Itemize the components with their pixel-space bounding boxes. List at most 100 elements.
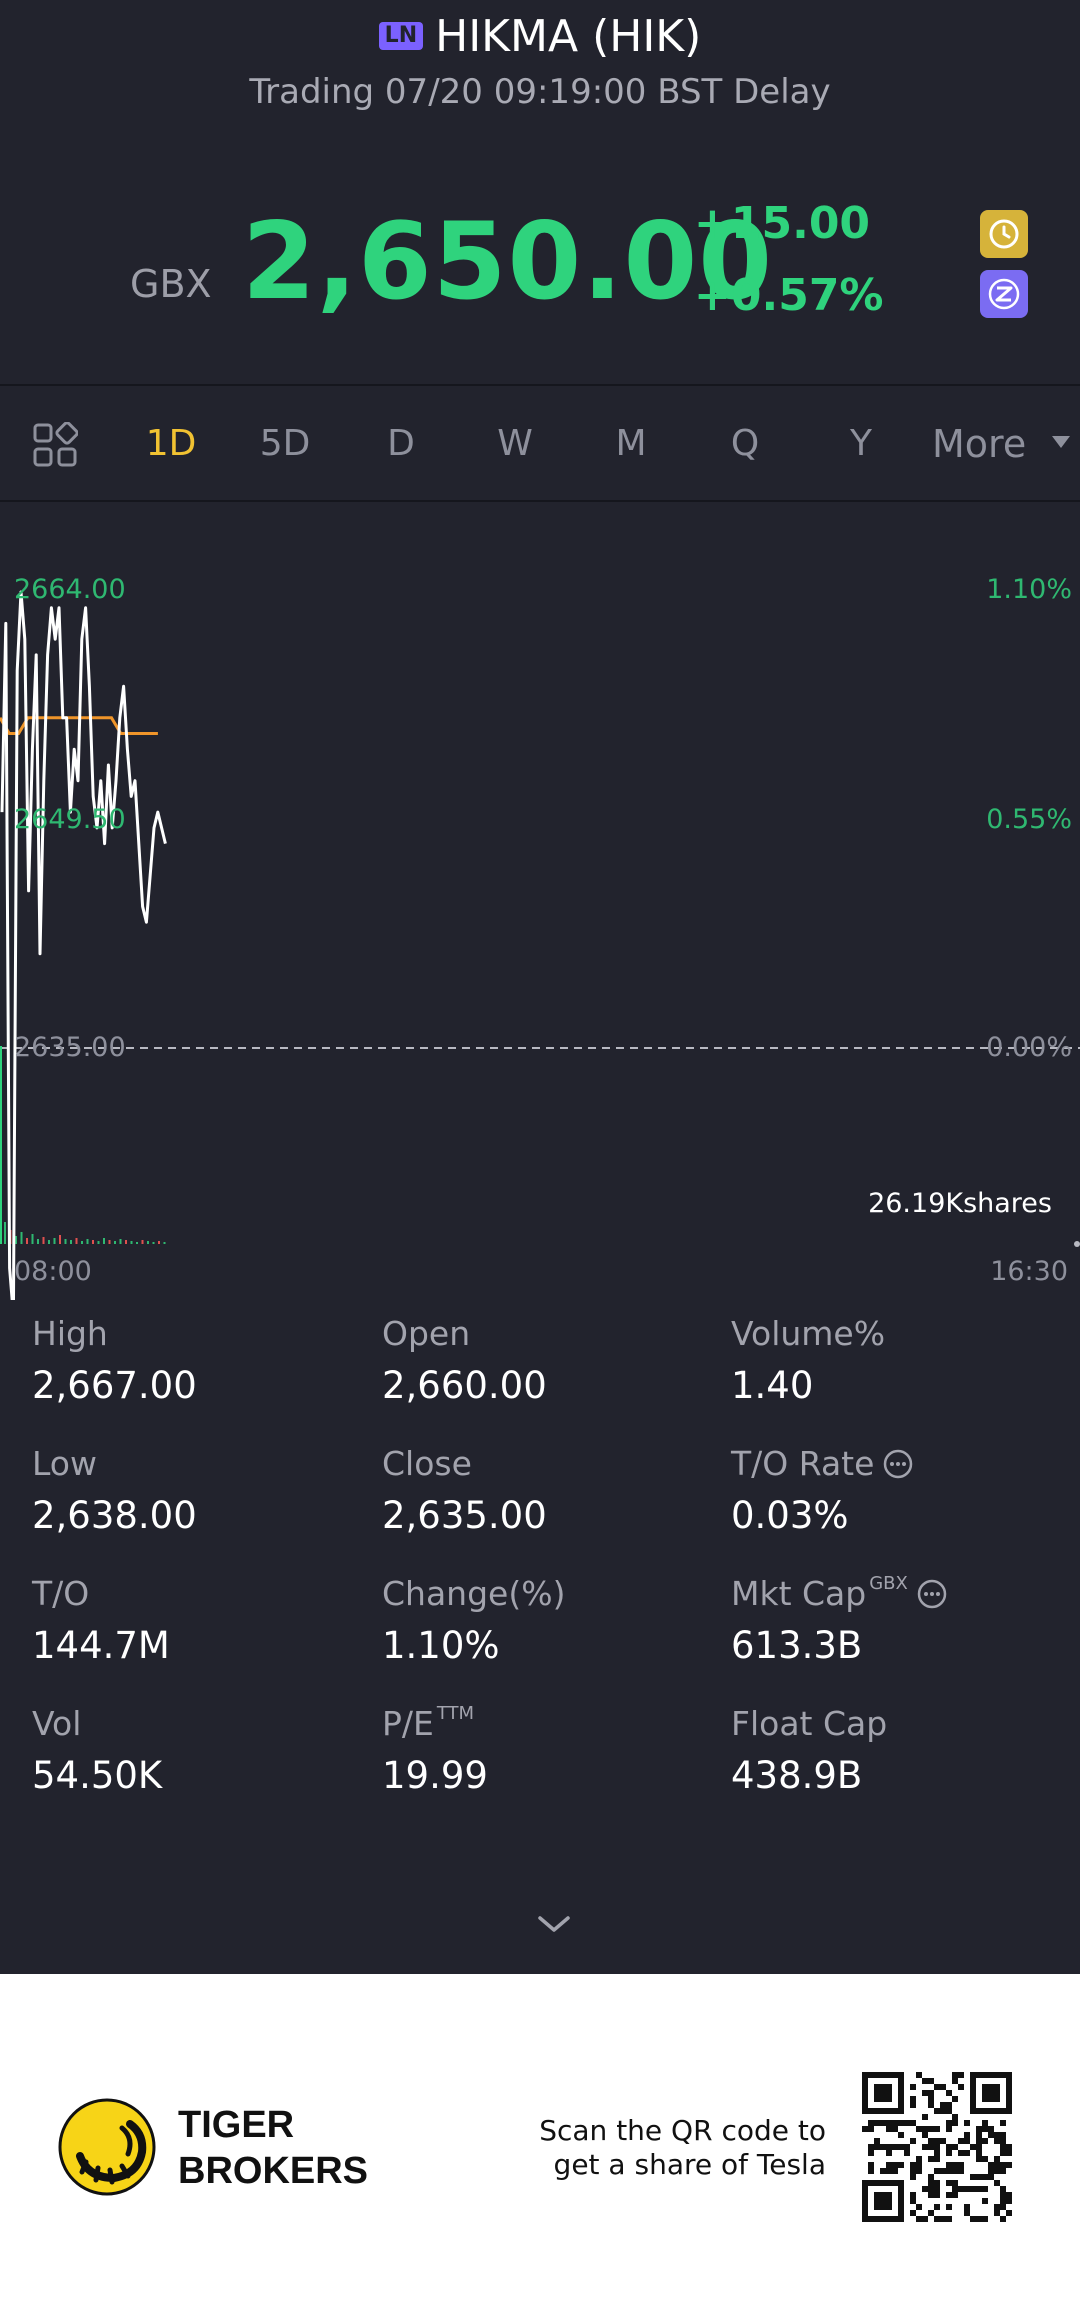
z-icon[interactable] (980, 270, 1028, 318)
volume-bar (70, 1240, 72, 1244)
qr-module (952, 2192, 958, 2198)
stat-label: Float Cap (731, 1704, 888, 1743)
tab-5d[interactable]: 5D (259, 423, 311, 464)
qr-module (928, 2078, 934, 2084)
qr-module (988, 2168, 994, 2174)
currency-label: GBX (130, 262, 212, 306)
share-footer: TIGER BROKERS Scan the QR code to get a … (0, 1974, 1080, 2320)
qr-module (976, 2126, 982, 2132)
qr-module (952, 2120, 958, 2126)
volume-bar (4, 1222, 6, 1244)
qr-code (862, 2072, 1012, 2222)
qr-module (952, 2162, 958, 2168)
qr-module (976, 2138, 982, 2144)
qr-module (868, 2144, 874, 2150)
qr-module (928, 2096, 934, 2102)
qr-module (910, 2192, 916, 2198)
qr-module (934, 2192, 940, 2198)
qr-module (946, 2108, 952, 2114)
qr-module (910, 2168, 916, 2174)
brand-name: TIGER BROKERS (178, 2102, 368, 2194)
qr-module (934, 2216, 940, 2222)
scan-text: Scan the QR code to get a share of Tesla (520, 2114, 826, 2182)
stock-title[interactable]: HIKMA (HIK) (435, 10, 702, 62)
qr-module (970, 2186, 976, 2192)
qr-module (964, 2186, 970, 2192)
qr-module (946, 2120, 952, 2126)
qr-module (1000, 2216, 1006, 2222)
market-badge: LN (378, 22, 424, 50)
qr-module (964, 2204, 970, 2210)
chevron-down-icon[interactable] (1052, 436, 1070, 448)
qr-module (868, 2168, 874, 2174)
qr-module (1000, 2186, 1006, 2192)
stat-pe: P/E TTM 19.99 (382, 1700, 722, 1804)
qr-module (1000, 2162, 1006, 2168)
qr-module (970, 2144, 976, 2150)
qr-module (1000, 2168, 1006, 2174)
qr-finder (874, 2192, 892, 2210)
qr-module (940, 2102, 946, 2108)
chart-svg[interactable] (0, 500, 1080, 1317)
qr-module (886, 2126, 892, 2132)
volume-bar (119, 1239, 122, 1244)
grid-icon[interactable] (32, 422, 78, 468)
volume-bar (158, 1241, 160, 1244)
tab-1d[interactable]: 1D (145, 423, 197, 464)
qr-module (934, 2204, 940, 2210)
info-dots-icon[interactable] (882, 1448, 914, 1480)
chevron-down-icon[interactable] (536, 1912, 572, 1936)
qr-module (1000, 2192, 1006, 2198)
qr-module (910, 2096, 916, 2102)
volume-bar (59, 1235, 61, 1244)
qr-module (886, 2162, 892, 2168)
brand-line-1: TIGER (178, 2104, 295, 2146)
intraday-chart[interactable]: 2664.00 2649.50 2635.00 1.10% 0.55% 0.00… (0, 500, 1080, 1317)
qr-module (982, 2156, 988, 2162)
tab-m[interactable]: M (615, 423, 647, 464)
qr-module (976, 2150, 982, 2156)
qr-module (976, 2156, 982, 2162)
stat-label: Change(%) (382, 1574, 566, 1613)
qr-module (940, 2138, 946, 2144)
qr-module (922, 2126, 928, 2132)
info-dots-icon[interactable] (916, 1578, 948, 1610)
qr-module (982, 2198, 988, 2204)
stat-label: Close (382, 1444, 472, 1483)
qr-module (916, 2168, 922, 2174)
volume-bar (147, 1241, 149, 1244)
tiger-logo-icon (58, 2098, 156, 2196)
stat-value: 0.03% (731, 1494, 849, 1537)
tab-d[interactable]: D (387, 423, 415, 464)
stat-value: 2,635.00 (382, 1494, 547, 1537)
qr-module (958, 2168, 964, 2174)
more-tab[interactable]: More (932, 422, 1027, 466)
volume-bar (97, 1241, 100, 1244)
stat-value: 438.9B (731, 1754, 863, 1797)
tab-w[interactable]: W (497, 423, 533, 464)
qr-module (982, 2138, 988, 2144)
qr-module (934, 2138, 940, 2144)
time-start-label: 08:00 (14, 1256, 92, 1287)
stat-value: 613.3B (731, 1624, 863, 1667)
qr-module (958, 2186, 964, 2192)
qr-module (934, 2126, 940, 2132)
qr-module (892, 2120, 898, 2126)
tab-y[interactable]: Y (850, 423, 872, 464)
qr-module (946, 2162, 952, 2168)
time-end-label: 16:30 (990, 1256, 1068, 1287)
qr-module (898, 2144, 904, 2150)
volume-bar (37, 1239, 39, 1244)
clock-icon[interactable] (980, 210, 1028, 258)
qr-module (976, 2144, 982, 2150)
divider (0, 384, 1080, 386)
scan-line-2: get a share of Tesla (553, 2148, 826, 2181)
qr-module (1006, 2198, 1012, 2204)
pct-mid-label: 0.55% (986, 804, 1072, 835)
qr-module (964, 2138, 970, 2144)
stat-value: 19.99 (382, 1754, 488, 1797)
qr-module (1000, 2150, 1006, 2156)
qr-module (1000, 2198, 1006, 2204)
stat-low: Low 2,638.00 (32, 1440, 372, 1544)
tab-q[interactable]: Q (730, 423, 760, 464)
